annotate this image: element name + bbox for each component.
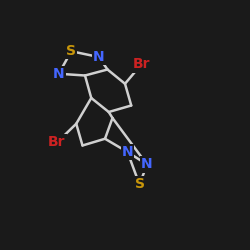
- Text: N: N: [122, 145, 133, 159]
- Text: S: S: [134, 178, 144, 192]
- Text: S: S: [66, 44, 76, 58]
- Text: N: N: [53, 67, 64, 81]
- Text: N: N: [93, 50, 104, 64]
- Text: Br: Br: [48, 136, 66, 149]
- Text: N: N: [141, 158, 153, 172]
- Text: Br: Br: [132, 58, 150, 71]
